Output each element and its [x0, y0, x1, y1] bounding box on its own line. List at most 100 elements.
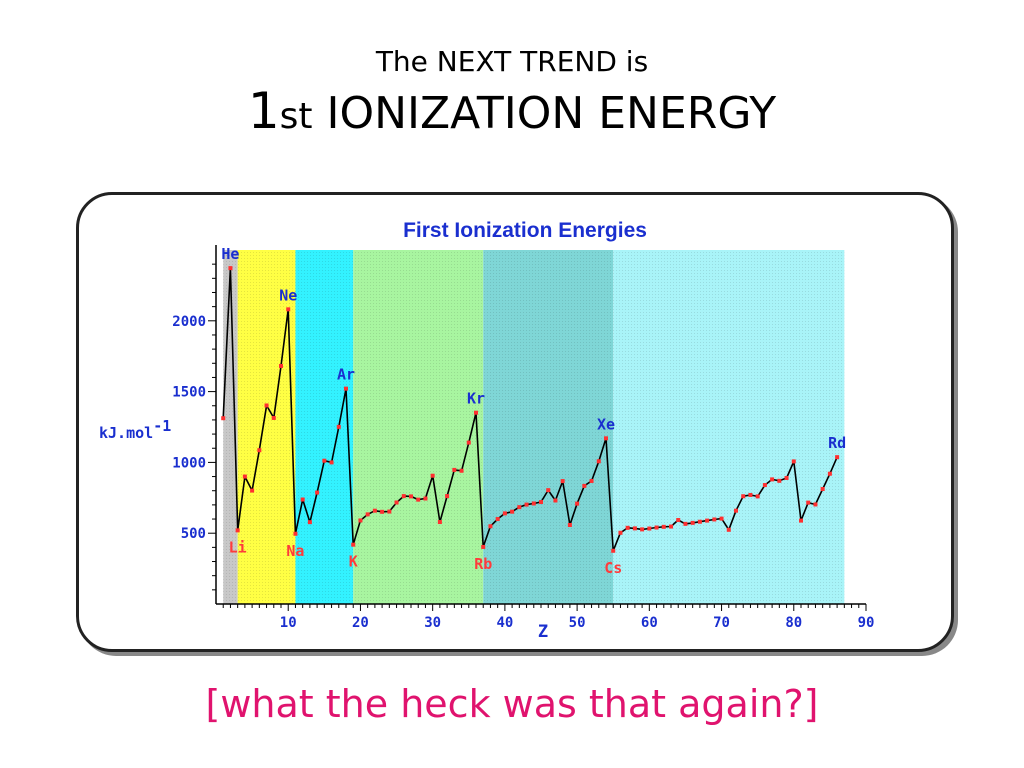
data-point: [279, 363, 283, 368]
data-point: [409, 494, 413, 499]
data-point: [452, 467, 457, 472]
data-point: [661, 524, 666, 529]
slide-caption: [what the heck was that again?]: [205, 682, 819, 726]
data-point: [488, 524, 493, 529]
y-tick-label: 500: [181, 526, 206, 542]
data-point: [416, 497, 421, 502]
x-tick-label: 60: [641, 615, 658, 631]
data-point: [271, 415, 276, 420]
data-point: [712, 517, 717, 522]
data-point: [589, 478, 594, 483]
x-tick-label: 70: [713, 615, 730, 631]
element-label-rb: Rb: [474, 555, 492, 573]
y-tick-label: 2000: [172, 314, 206, 330]
data-point: [596, 459, 601, 464]
data-point: [567, 522, 572, 527]
data-point: [546, 488, 551, 493]
y-axis-label: kJ.mol-1: [99, 417, 171, 442]
data-point: [257, 448, 262, 453]
x-tick-label: 80: [785, 615, 802, 631]
x-tick-label: 90: [858, 615, 875, 631]
data-point: [307, 520, 312, 525]
data-point: [344, 386, 348, 391]
data-point: [539, 500, 543, 505]
data-point: [380, 509, 385, 514]
data-point: [669, 524, 673, 529]
data-point: [315, 490, 320, 495]
title-line-1: The NEXT TREND is: [375, 45, 649, 78]
element-label-cs: Cs: [604, 559, 622, 577]
data-point: [372, 508, 377, 513]
title-superscript: st: [279, 96, 313, 137]
data-point: [734, 508, 738, 513]
data-point: [697, 519, 702, 524]
y-axis-label-exponent: -1: [153, 417, 171, 435]
data-point: [741, 494, 746, 499]
data-point: [553, 498, 558, 503]
data-point: [466, 440, 471, 445]
data-point: [647, 526, 652, 531]
data-point: [806, 500, 811, 505]
data-point: [784, 475, 789, 480]
data-point: [336, 424, 341, 429]
data-point: [358, 518, 363, 523]
band-texture: [223, 250, 845, 604]
data-point: [835, 455, 840, 460]
x-axis-label: Z: [538, 622, 548, 642]
data-point: [235, 528, 240, 533]
data-point: [640, 527, 645, 532]
title-rest: IONIZATION ENERGY: [312, 88, 777, 139]
data-point: [300, 497, 305, 502]
data-point: [813, 502, 818, 507]
data-point: [726, 527, 731, 532]
data-point: [748, 492, 753, 497]
element-labels: He Ne Ar Kr Xe Rd Li Na K Rb Cs: [221, 245, 846, 577]
data-point: [430, 473, 435, 478]
data-point: [495, 517, 500, 522]
element-label-kr: Kr: [467, 390, 485, 408]
data-point: [560, 479, 565, 484]
x-tick-label: 10: [280, 615, 297, 631]
data-point: [676, 518, 681, 523]
data-point: [799, 518, 803, 523]
data-point: [625, 525, 630, 530]
element-label-li: Li: [229, 538, 247, 556]
data-point: [770, 477, 775, 482]
title-line-2: 1st IONIZATION ENERGY: [0, 84, 1024, 144]
data-point: [221, 416, 226, 421]
data-point: [264, 403, 269, 408]
x-tick-label: 20: [352, 615, 369, 631]
element-label-he: He: [221, 245, 239, 263]
data-point: [322, 458, 327, 463]
data-point: [762, 483, 767, 488]
data-point: [351, 542, 356, 547]
data-point: [365, 512, 370, 517]
data-point: [401, 494, 406, 499]
x-tick-label: 30: [424, 615, 441, 631]
data-point: [705, 518, 710, 523]
data-point: [719, 516, 724, 521]
data-point: [387, 509, 392, 514]
data-point: [242, 474, 247, 479]
element-label-ne: Ne: [279, 286, 297, 304]
x-tick-label: 40: [496, 615, 513, 631]
data-point: [394, 500, 399, 505]
element-label-rd: Rd: [828, 434, 846, 452]
data-point: [423, 496, 428, 501]
data-point: [755, 494, 760, 499]
element-label-xe: Xe: [597, 415, 615, 433]
x-tick-label: 50: [569, 615, 586, 631]
data-point: [611, 548, 616, 553]
element-label-k: K: [349, 553, 358, 571]
element-label-ar: Ar: [337, 366, 355, 384]
data-point: [250, 488, 255, 493]
data-point: [618, 530, 623, 535]
data-point: [510, 509, 515, 514]
data-point: [474, 410, 478, 415]
chart-title: First Ionization Energies: [403, 219, 647, 242]
data-point: [517, 505, 522, 510]
data-point: [524, 502, 529, 507]
axes: 10 20 30 40 50 60 70 80 90 500 1000 1500 2000: [172, 245, 874, 631]
data-point: [329, 460, 334, 465]
y-tick-label: 1000: [172, 455, 206, 471]
